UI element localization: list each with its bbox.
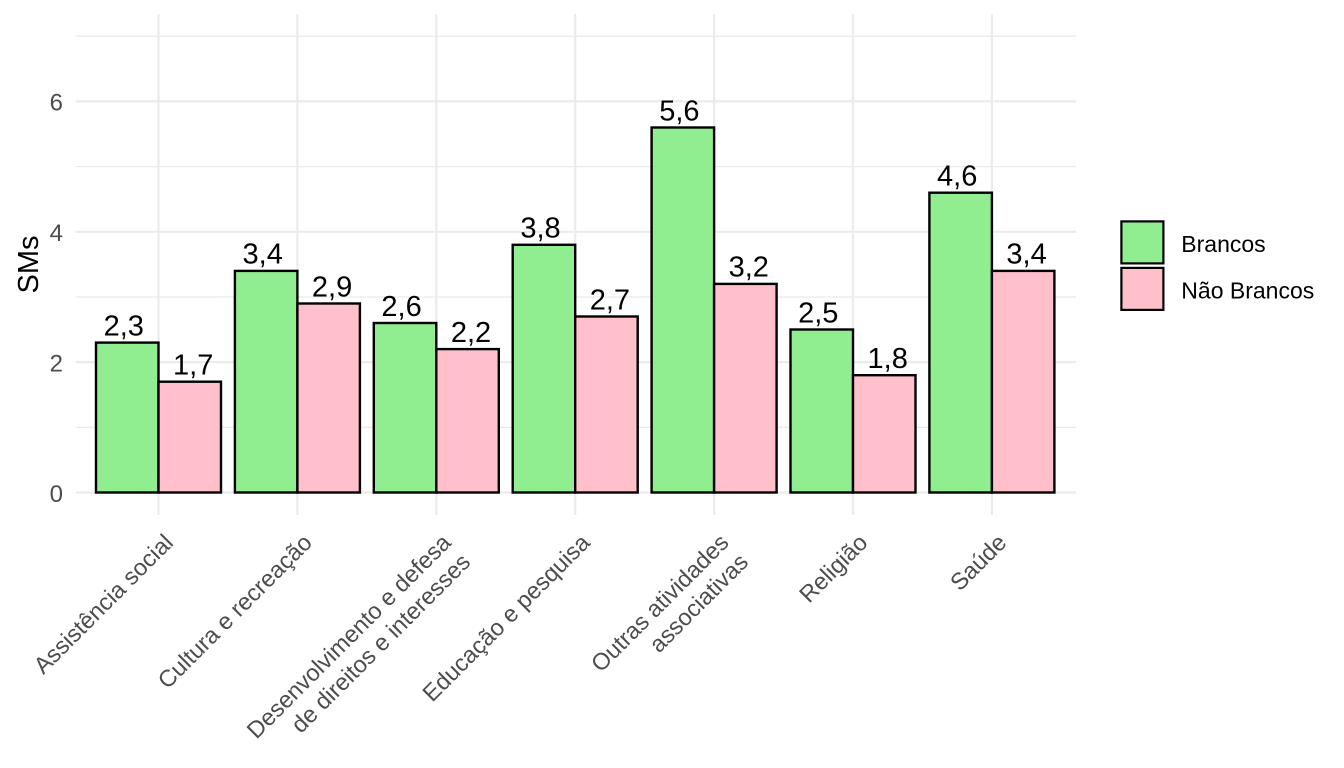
svg-text:2,6: 2,6 [381,291,421,323]
svg-text:6: 6 [50,90,63,117]
svg-text:4,6: 4,6 [937,161,977,193]
svg-text:1,7: 1,7 [173,350,213,382]
svg-text:2,9: 2,9 [312,271,352,303]
svg-text:3,4: 3,4 [1006,239,1046,271]
svg-text:2: 2 [50,350,63,377]
svg-text:3,8: 3,8 [520,213,560,245]
svg-text:1,8: 1,8 [868,343,908,375]
svg-text:3,2: 3,2 [729,252,769,284]
svg-text:5,6: 5,6 [659,95,699,127]
svg-text:0: 0 [50,481,63,508]
svg-text:Brancos: Brancos [1181,231,1265,257]
svg-text:SMs: SMs [13,236,45,294]
svg-text:2,3: 2,3 [104,310,144,342]
svg-text:Não Brancos: Não Brancos [1181,277,1314,303]
svg-text:4: 4 [50,220,63,247]
svg-text:2,7: 2,7 [590,284,630,316]
svg-text:2,2: 2,2 [451,317,491,349]
svg-text:2,5: 2,5 [798,297,838,329]
svg-text:3,4: 3,4 [243,239,283,271]
